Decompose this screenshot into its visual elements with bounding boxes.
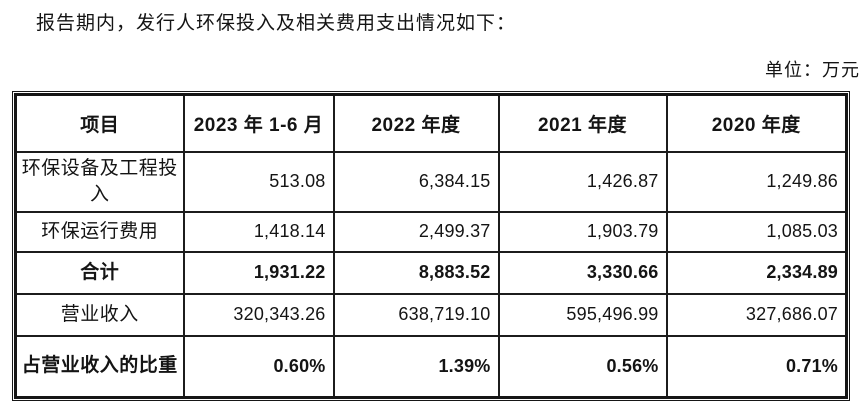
financial-table-container: 项目 2023 年 1-6 月 2022 年度 2021 年度 2020 年度 … xyxy=(12,91,850,401)
cell-value: 6,384.15 xyxy=(332,150,500,213)
row-label: 合计 xyxy=(14,250,185,295)
cell-value: 327,686.07 xyxy=(665,292,848,337)
cell-value: 8,883.52 xyxy=(332,250,500,295)
column-header-item: 项目 xyxy=(14,93,185,153)
row-label: 环保运行费用 xyxy=(14,210,185,253)
cell-value: 1,931.22 xyxy=(182,250,335,295)
environmental-expense-table: 项目 2023 年 1-6 月 2022 年度 2021 年度 2020 年度 … xyxy=(14,93,848,399)
cell-value: 0.71% xyxy=(665,334,848,399)
cell-value: 0.56% xyxy=(497,334,668,399)
column-header-2022: 2022 年度 xyxy=(332,93,500,153)
cell-value: 2,499.37 xyxy=(332,210,500,253)
row-label: 营业收入 xyxy=(14,292,185,337)
table-row-operating-revenue: 营业收入 320,343.26 638,719.10 595,496.99 32… xyxy=(14,292,848,337)
intro-paragraph: 报告期内，发行人环保投入及相关费用支出情况如下： xyxy=(36,13,517,34)
cell-value: 320,343.26 xyxy=(182,292,335,337)
cell-value: 595,496.99 xyxy=(497,292,668,337)
row-label: 环保设备及工程投入 xyxy=(14,150,185,213)
table-row-operating-expense: 环保运行费用 1,418.14 2,499.37 1,903.79 1,085.… xyxy=(14,210,848,253)
row-label: 占营业收入的比重 xyxy=(14,334,185,399)
table-row-total: 合计 1,931.22 8,883.52 3,330.66 2,334.89 xyxy=(14,250,848,295)
cell-value: 3,330.66 xyxy=(497,250,668,295)
cell-value: 1.39% xyxy=(332,334,500,399)
cell-value: 1,085.03 xyxy=(665,210,848,253)
cell-value: 638,719.10 xyxy=(332,292,500,337)
table-row-revenue-ratio: 占营业收入的比重 0.60% 1.39% 0.56% 0.71% xyxy=(14,334,848,399)
cell-value: 2,334.89 xyxy=(665,250,848,295)
table-header-row: 项目 2023 年 1-6 月 2022 年度 2021 年度 2020 年度 xyxy=(14,93,848,153)
table-row-equipment-investment: 环保设备及工程投入 513.08 6,384.15 1,426.87 1,249… xyxy=(14,150,848,213)
unit-label: 单位：万元 xyxy=(765,60,860,80)
cell-value: 0.60% xyxy=(182,334,335,399)
cell-value: 1,418.14 xyxy=(182,210,335,253)
column-header-2021: 2021 年度 xyxy=(497,93,668,153)
cell-value: 513.08 xyxy=(182,150,335,213)
column-header-2023h1: 2023 年 1-6 月 xyxy=(182,93,335,153)
cell-value: 1,426.87 xyxy=(497,150,668,213)
cell-value: 1,903.79 xyxy=(497,210,668,253)
column-header-2020: 2020 年度 xyxy=(665,93,848,153)
cell-value: 1,249.86 xyxy=(665,150,848,213)
